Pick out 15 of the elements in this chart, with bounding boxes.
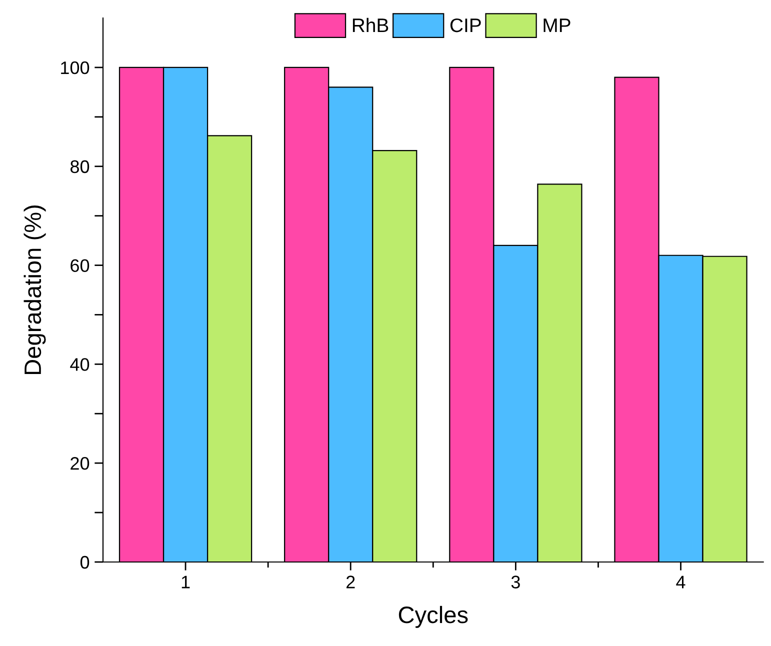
y-tick-label: 20 — [70, 457, 90, 470]
x-axis-title: Cycles — [398, 606, 468, 628]
y-tick-label: 0 — [80, 556, 90, 569]
legend-label: MP — [544, 18, 570, 32]
y-tick-label: 100 — [61, 61, 90, 74]
y-tick-label: 80 — [70, 160, 90, 174]
y-tick-label: 60 — [70, 259, 90, 272]
y-axis-title: Degradation (%) — [24, 206, 46, 374]
x-tick-label: 1 — [182, 576, 190, 588]
x-tick-label: 4 — [676, 576, 686, 588]
x-tick-label: 3 — [511, 576, 520, 588]
legend-label: CIP — [450, 18, 481, 32]
legend-label: RhB — [352, 18, 388, 32]
y-tick-label: 40 — [70, 358, 90, 371]
x-tick-label: 2 — [346, 576, 355, 588]
